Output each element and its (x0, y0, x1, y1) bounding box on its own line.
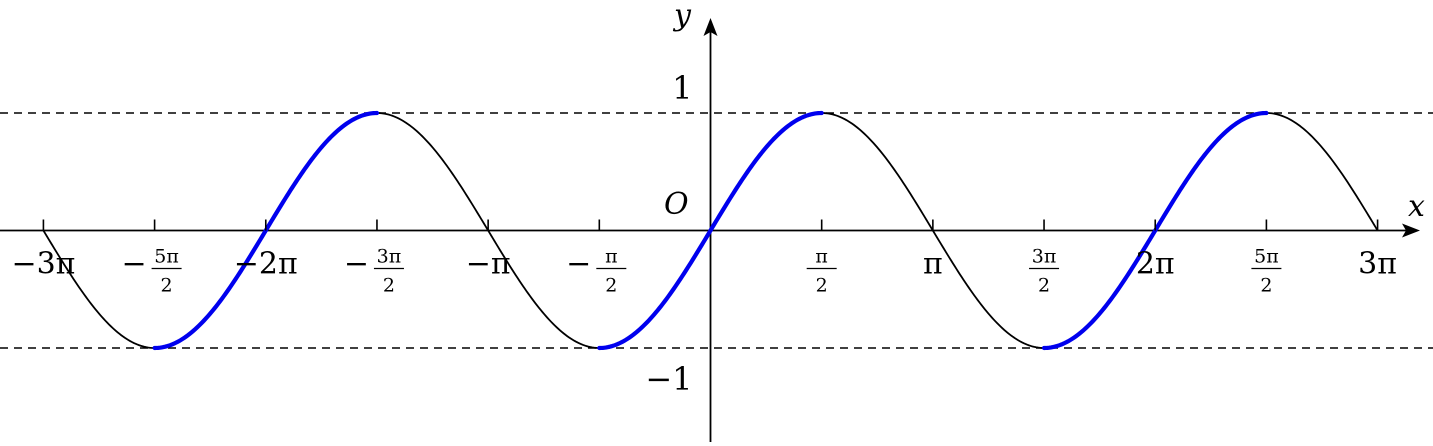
x-tick-numerator: 5π (1254, 246, 1279, 268)
origin-label: O (664, 187, 689, 222)
y-tick-label: 1 (672, 69, 692, 107)
y-tick-label: −1 (645, 360, 692, 398)
x-tick-denominator: 2 (1260, 275, 1272, 297)
x-axis-arrow (1402, 223, 1420, 238)
x-tick-label: −π (466, 247, 511, 282)
x-tick-sign: − (566, 247, 591, 282)
x-tick-sign: − (344, 247, 369, 282)
x-tick-denominator: 2 (605, 275, 617, 297)
x-tick-numerator: 3π (1032, 246, 1057, 268)
x-tick-numerator: π (815, 246, 828, 268)
x-axis-label: x (1408, 189, 1425, 224)
x-tick-label: π (923, 247, 943, 282)
x-tick-label: −2π (234, 247, 298, 282)
x-tick-denominator: 2 (1038, 275, 1050, 297)
x-tick-numerator: 3π (377, 246, 402, 268)
x-tick-denominator: 2 (816, 275, 828, 297)
x-tick-denominator: 2 (383, 275, 395, 297)
x-tick-label: −3π (11, 247, 75, 282)
y-axis-label: y (672, 0, 692, 33)
highlighted-increasing-segment (597, 110, 824, 351)
x-tick-numerator: π (605, 246, 618, 268)
x-tick-denominator: 2 (161, 275, 173, 297)
x-tick-sign: − (121, 247, 146, 282)
y-ticks: 1 −1 (645, 69, 692, 398)
x-tick-label: 3π (1358, 247, 1397, 282)
x-tick-label: 2π (1136, 247, 1175, 282)
x-tick-numerator: 5π (154, 246, 179, 268)
y-axis-arrow (703, 18, 718, 36)
reference-lines (0, 112, 1433, 349)
axes (0, 18, 1420, 442)
